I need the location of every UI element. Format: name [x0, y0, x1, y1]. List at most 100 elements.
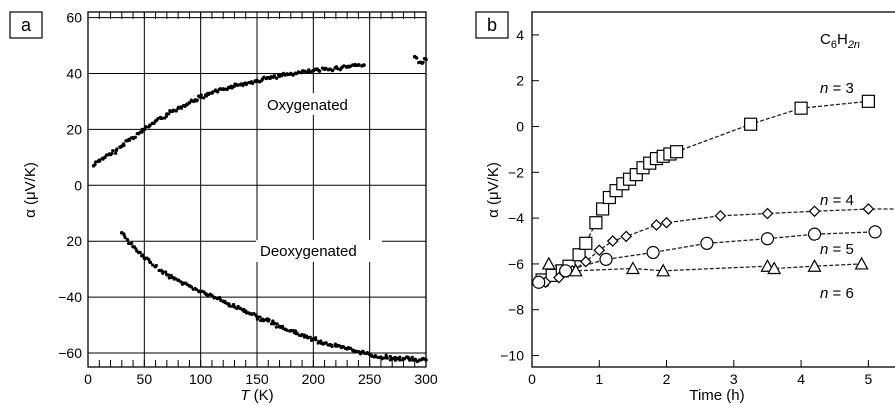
y-tick-label: 4: [516, 27, 524, 43]
deoxygenated-point: [408, 358, 412, 362]
x-tick-label: 100: [189, 371, 213, 387]
oxygenated-point: [307, 68, 311, 72]
oxygenated-point: [103, 155, 107, 160]
deoxygenated-point: [161, 270, 165, 274]
oxygenated-point: [201, 96, 206, 100]
oxygenated-point: [98, 159, 102, 163]
panel-b-markers: [532, 94, 882, 289]
panel-b-frame: [531, 11, 895, 368]
panel-a-points: [91, 54, 428, 364]
oxygenated-point: [93, 162, 97, 167]
oxygenated-point: [160, 116, 164, 120]
x-tick-label: 300: [414, 371, 438, 387]
series-label-n3: n = 3: [820, 80, 854, 97]
diamond-marker: [808, 205, 821, 218]
deoxygenated-point: [255, 314, 259, 319]
oxygenated-point: [251, 81, 255, 86]
oxygenated-point: [357, 63, 361, 67]
deoxygenated-point: [398, 355, 402, 359]
panel-b-label-box: [475, 11, 509, 39]
deoxygenated-point: [398, 358, 402, 362]
panel-a-label-box: [9, 11, 43, 39]
oxygenated-point: [122, 143, 126, 147]
triangle-marker: [656, 263, 671, 277]
triangle-marker: [767, 261, 782, 275]
deoxygenated-point: [154, 263, 158, 268]
circle-marker: [700, 236, 714, 250]
x-tick-label: 50: [137, 371, 153, 387]
circle-marker: [532, 275, 546, 289]
deoxygenated-point: [365, 350, 369, 355]
y-tick-label: −4: [508, 210, 524, 226]
deoxygenated-point: [141, 253, 145, 257]
deoxygenated-point: [289, 328, 293, 333]
panel-b-xlabel: Time (h): [689, 387, 744, 404]
oxygenated-point: [297, 70, 301, 75]
oxygenated-point: [142, 127, 147, 132]
deoxygenated-point: [167, 276, 171, 280]
x-tick-label: 150: [245, 371, 269, 387]
oxygenated-point: [189, 98, 193, 102]
oxygenated-point: [183, 104, 187, 109]
deoxygenated-point: [255, 317, 260, 321]
oxygenated-point: [176, 105, 181, 109]
y-tick-label: 0: [74, 177, 82, 193]
circle-marker: [760, 232, 775, 246]
x-tick-label: 0: [528, 371, 536, 387]
oxygenated-point: [215, 89, 220, 94]
deoxygenated-point: [275, 322, 279, 326]
oxygenated-point: [144, 125, 148, 129]
deoxygenated-point: [308, 335, 312, 339]
circle-marker: [559, 264, 573, 278]
y-tick-label: −10: [500, 348, 524, 364]
compound-sub1: 6: [831, 39, 837, 51]
oxygenated-point: [127, 138, 132, 142]
y-tick-label: −6: [508, 256, 524, 272]
deoxygenated-point: [164, 270, 168, 274]
oxygenated-point: [424, 57, 428, 62]
oxygenated-point: [318, 69, 322, 73]
x-tick-label: 2: [663, 371, 671, 387]
deoxygenated-point: [410, 355, 414, 359]
deoxygenated-point: [330, 344, 334, 349]
oxygenated-point: [291, 73, 295, 77]
deoxygenated-point: [274, 325, 278, 329]
oxygenated-point: [244, 82, 248, 87]
oxygenated-point: [421, 60, 425, 64]
x-tick-label: 0: [84, 371, 92, 387]
panel-a-xlabel-symbol: T: [240, 387, 251, 404]
diamond-marker: [650, 219, 663, 231]
oxygenated-point: [195, 98, 199, 102]
oxygenated-point: [275, 76, 279, 80]
deoxygenated-label: Deoxygenated: [260, 243, 357, 260]
panel-a-ylabel: α (μV/K): [22, 162, 39, 218]
x-tick-label: 250: [358, 371, 382, 387]
deoxygenated-point: [324, 341, 328, 345]
oxygenated-point: [230, 86, 234, 90]
deoxygenated-point: [148, 260, 153, 265]
deoxygenated-point: [179, 280, 183, 284]
y-tick-label: 20: [66, 121, 82, 137]
oxygenated-point: [362, 63, 366, 67]
deoxygenated-point: [151, 263, 155, 267]
oxygenated-point: [331, 68, 335, 72]
deoxygenated-point: [177, 278, 181, 282]
series-line: [548, 263, 862, 272]
triangle-marker: [625, 261, 640, 275]
panel-b-tick-labels: 0 1 2 3 4 5 4 2 0 −2 −4 −6 −8 −10: [500, 27, 872, 387]
y-tick-label: 0: [516, 119, 524, 135]
oxygenated-point: [199, 93, 203, 97]
diamond-marker: [620, 230, 633, 243]
circle-marker: [868, 225, 882, 239]
y-tick-label: −2: [508, 164, 524, 180]
deoxygenated-point: [166, 273, 171, 277]
oxygenated-point: [110, 151, 114, 156]
x-tick-label: 1: [595, 371, 603, 387]
diamond-marker: [714, 209, 727, 222]
triangle-marker: [807, 258, 822, 272]
panel-a-xlabel: T (K): [240, 387, 273, 404]
x-tick-label: 200: [302, 371, 326, 387]
compound-label: C6H2n: [820, 31, 860, 51]
